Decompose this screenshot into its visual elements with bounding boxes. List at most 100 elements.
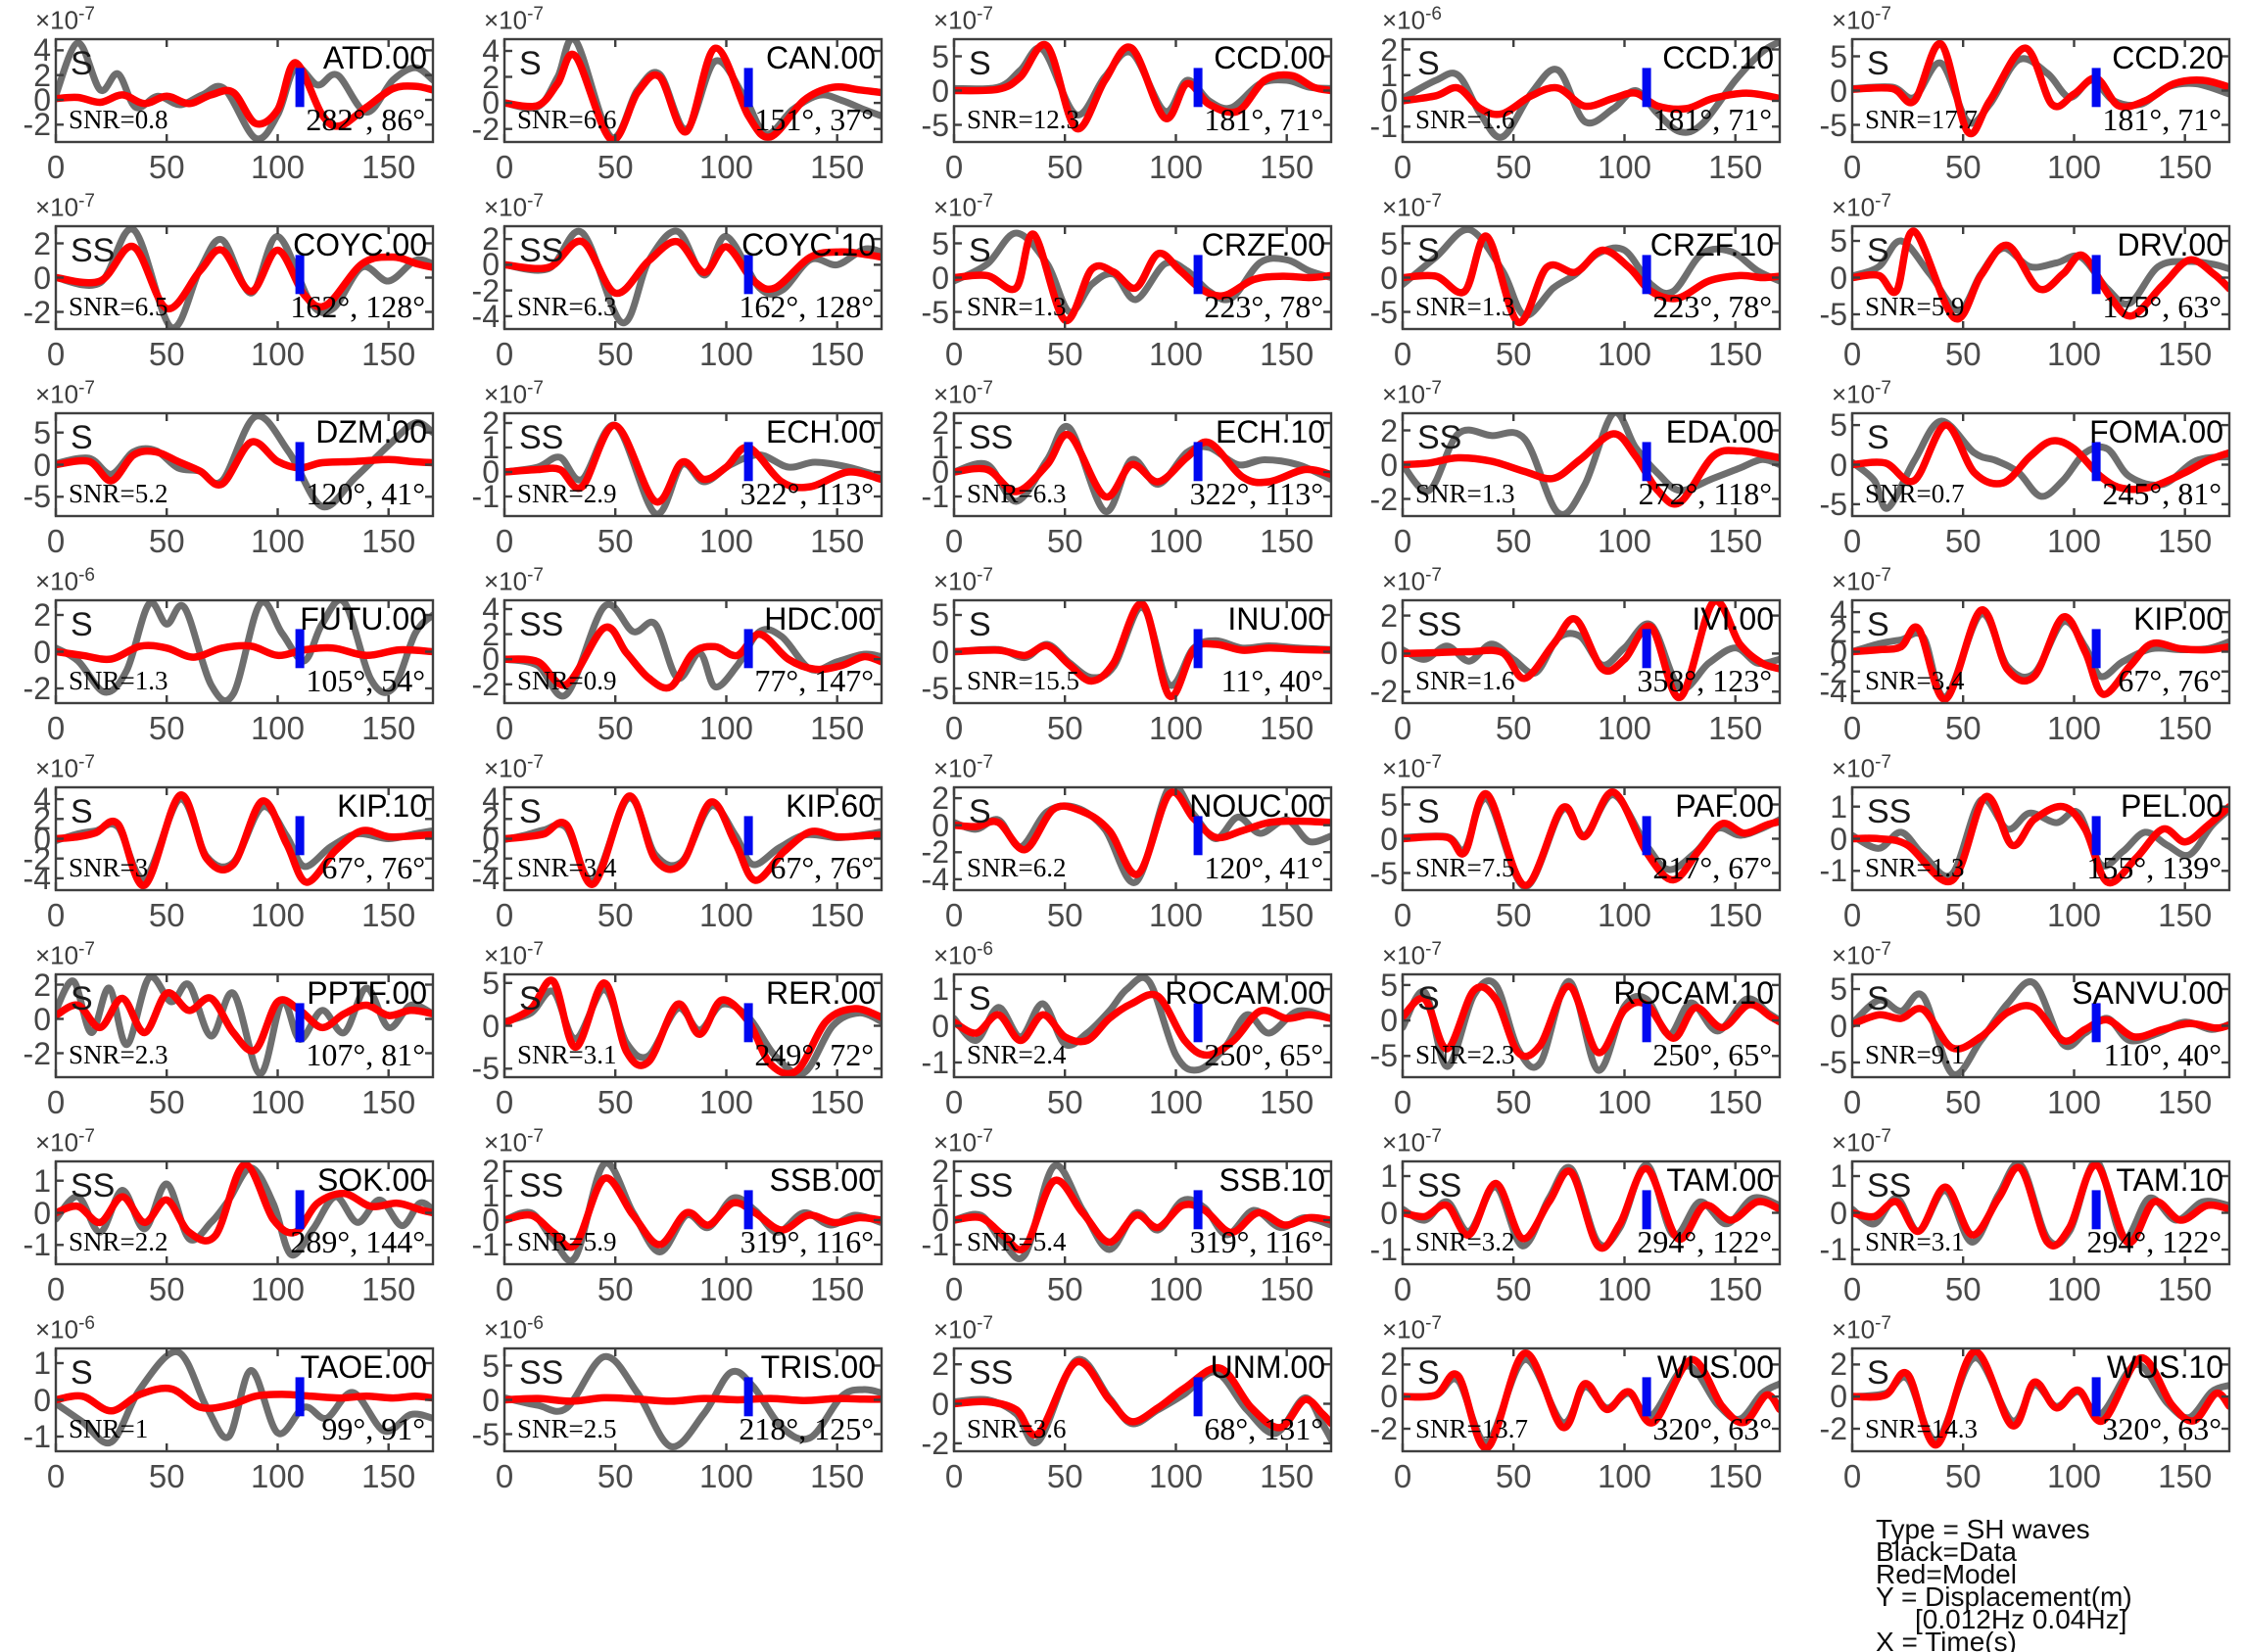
x-tick-label: 100	[1597, 336, 1651, 372]
y-tick-label: -5	[471, 1416, 500, 1452]
x-tick-label: 100	[698, 336, 753, 372]
x-tick-label: 50	[1944, 897, 1982, 933]
snr-label: SNR=3.1	[517, 1040, 617, 1069]
y-tick-label: -5	[23, 479, 51, 515]
y-tick-label: 0	[482, 1382, 500, 1418]
distance-azimuth-label: 217°, 67°	[1652, 850, 1772, 885]
model-trace	[1852, 227, 2229, 323]
pick-marker	[743, 68, 753, 108]
station-label: INU.00	[1227, 601, 1325, 637]
x-tick-label: 150	[810, 149, 865, 185]
data-trace	[954, 229, 1331, 316]
pick-marker	[1193, 1190, 1203, 1230]
x-tick-label: 150	[361, 1458, 416, 1494]
pick-marker	[743, 1377, 753, 1417]
data-trace	[56, 600, 433, 703]
y-axis-exponent: ×10-7	[933, 4, 993, 36]
phase-label: S	[1867, 606, 1889, 643]
x-tick-label: 50	[1944, 1271, 1982, 1307]
distance-azimuth-label: 11°, 40°	[1220, 663, 1323, 698]
distance-azimuth-label: 289°, 144°	[290, 1224, 425, 1259]
exponent-value: -7	[1875, 565, 1892, 586]
distance-azimuth-label: 67°, 76°	[2118, 663, 2221, 698]
x-tick-label: 150	[1708, 149, 1763, 185]
x-tick-label: 150	[810, 897, 865, 933]
x-tick-label: 150	[1260, 710, 1314, 746]
panel-ROCAM.10: ×10-7 5 0 -5 0 50 100 150 S ROCAM.10 SNR=2.3 250°, …	[1347, 939, 1795, 1131]
model-trace	[504, 792, 882, 888]
pick-marker	[743, 629, 753, 669]
x-tick-label: 100	[250, 710, 305, 746]
snr-label: SNR=6.5	[69, 292, 168, 321]
y-axis-exponent: ×10-7	[35, 191, 95, 223]
phase-label: S	[1417, 793, 1440, 830]
station-label: COYC.10	[741, 227, 876, 262]
exponent-prefix: ×10	[1832, 192, 1876, 222]
distance-azimuth-label: 223°, 78°	[1652, 289, 1772, 324]
model-trace	[1852, 40, 2229, 138]
exponent-prefix: ×10	[35, 192, 79, 222]
axes-box	[1850, 224, 2231, 331]
exponent-prefix: ×10	[1832, 940, 1876, 970]
y-tick-label: -5	[921, 294, 949, 330]
waveform-plot	[1401, 785, 1782, 892]
waveform-plot	[54, 1346, 435, 1453]
x-tick-label: 0	[944, 1084, 964, 1120]
waveform-plot	[952, 785, 1333, 892]
x-tick-label: 0	[495, 1084, 514, 1120]
model-trace	[1403, 430, 1780, 508]
pick-marker	[743, 816, 753, 856]
waveform-plot	[502, 224, 884, 331]
snr-label: SNR=3	[69, 853, 149, 882]
x-tick-label: 50	[1495, 1271, 1532, 1307]
panel-EDA.00: ×10-7 2 0 -2 0 50 100 150 SS EDA.00 SNR=1.3 272°, 1…	[1347, 378, 1795, 570]
pick-marker	[2091, 255, 2101, 295]
figure-legend: Type = SH waves Black=Data Red=Model Y =…	[1876, 1514, 2132, 1652]
panel-KIP.00: ×10-7 4 2 0 -2 -4 0 50 100 150 S KIP.00 SNR=3.4 67°, …	[1796, 565, 2245, 757]
y-tick-label: 2	[931, 780, 949, 817]
pick-marker	[1642, 255, 1651, 295]
x-tick-label: 0	[1393, 336, 1412, 372]
model-trace	[954, 431, 1331, 500]
x-tick-label: 50	[597, 523, 634, 559]
x-tick-label: 0	[1393, 523, 1412, 559]
exponent-prefix: ×10	[1382, 1314, 1426, 1345]
panel-ECH.00: ×10-7 2 1 0 -1 0 50 100 150 SS ECH.00 SNR=2.9 322°, …	[449, 378, 897, 570]
axes-box	[952, 224, 1333, 331]
data-trace	[1852, 417, 2229, 512]
snr-label: SNR=1.3	[1415, 292, 1515, 321]
y-tick-label: -2	[1819, 1411, 1847, 1447]
model-trace	[56, 59, 433, 130]
x-tick-label: 100	[250, 336, 305, 372]
exponent-value: -7	[527, 4, 545, 24]
panel-PPTF.00: ×10-7 2 0 -2 0 50 100 150 S PPTF.00 SNR=2.3 107°, 8…	[0, 939, 449, 1131]
exponent-prefix: ×10	[35, 1127, 79, 1157]
waveform-plot	[952, 37, 1333, 144]
distance-azimuth-label: 68°, 131°	[1204, 1411, 1323, 1446]
exponent-prefix: ×10	[933, 379, 978, 409]
x-tick-label: 100	[1148, 1271, 1203, 1307]
y-tick-label: -4	[23, 860, 51, 896]
y-tick-label: 2	[931, 1346, 949, 1383]
y-tick-label: -2	[23, 840, 51, 876]
phase-label: S	[1417, 45, 1440, 82]
x-tick-label: 100	[250, 897, 305, 933]
phase-label: S	[71, 606, 93, 643]
waveform-plot	[952, 411, 1333, 518]
y-tick-label: -4	[921, 861, 949, 897]
exponent-prefix: ×10	[35, 566, 79, 596]
y-tick-label: 1	[482, 430, 500, 465]
waveform-plot	[502, 1159, 884, 1266]
phase-label: S	[969, 606, 991, 643]
exponent-value: -7	[977, 565, 994, 586]
pick-marker	[295, 629, 305, 669]
y-tick-label: 1	[33, 1162, 51, 1199]
distance-azimuth-label: 120°, 41°	[1204, 850, 1323, 885]
y-tick-label: 0	[33, 634, 51, 670]
station-label: CCD.10	[1662, 40, 1774, 75]
y-tick-label: 0	[33, 1001, 51, 1037]
x-tick-label: 0	[1842, 710, 1862, 746]
model-trace	[954, 788, 1331, 878]
axes-box	[1850, 411, 2231, 518]
legend-line-type: Type = SH waves	[1876, 1514, 2090, 1544]
